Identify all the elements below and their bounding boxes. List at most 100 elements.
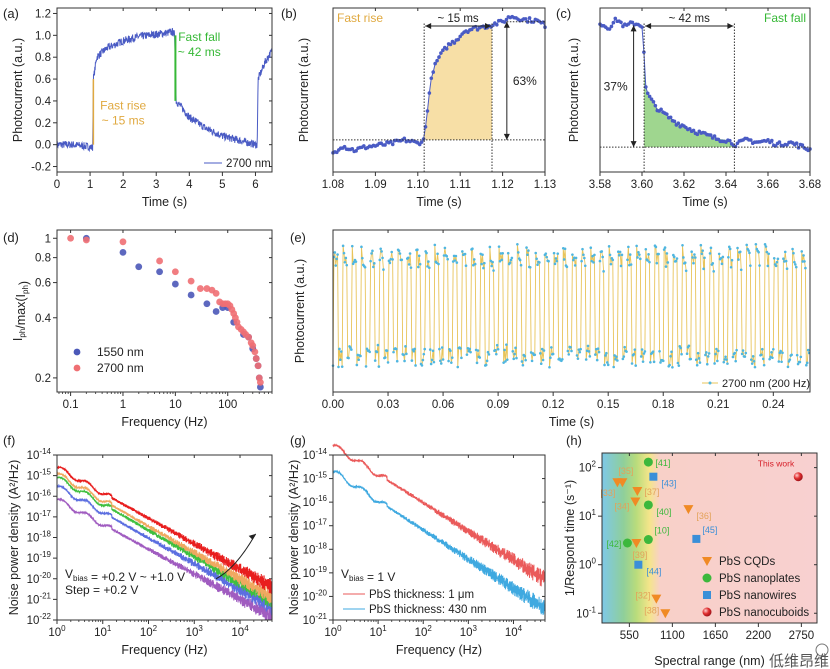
panel-label: (h) <box>566 433 582 448</box>
x-axis-title: Frequency (Hz) <box>121 643 207 657</box>
data-point <box>793 260 796 264</box>
data-point <box>631 539 642 549</box>
panel-f: (f) 100 101 102 103 104 10-14 10-15 10-16 10-17 10… <box>3 433 273 657</box>
data-point <box>502 361 505 364</box>
data-point <box>510 256 514 260</box>
data-point <box>761 347 764 351</box>
plot-frame <box>56 454 273 621</box>
y-tick-label: 0.2 <box>35 118 51 130</box>
data-point <box>738 250 742 254</box>
y-axis-title: Iph/max(Iph) <box>11 281 31 341</box>
x-tick-label: 1.10 <box>407 179 429 191</box>
data-point-1550nm <box>119 248 127 256</box>
reference-label: [35] <box>618 466 633 476</box>
data-point <box>335 150 339 155</box>
y-tick-label: 10-19 <box>27 550 52 565</box>
x-tick-label: 1.12 <box>491 179 513 191</box>
y-tick-label: 10-1 <box>576 605 596 620</box>
data-point <box>570 349 573 353</box>
y-axis-title: 1/Respond time (s⁻¹) <box>563 480 577 596</box>
bias-annotation: Step = +0.2 V <box>65 583 138 597</box>
data-point <box>456 365 460 369</box>
data-point <box>347 356 350 360</box>
legend-marker <box>702 557 712 566</box>
y-tick-label: 10-19 <box>303 565 328 580</box>
data-point <box>426 265 429 268</box>
data-point <box>606 363 610 367</box>
data-point <box>372 262 376 265</box>
data-point <box>428 266 431 270</box>
panel-d: (d) 0.1 1 10 100 0.2 0.4 0.6 0.8 1 Frequency (Hz) I… <box>3 229 273 429</box>
data-point <box>737 258 740 261</box>
data-point <box>753 365 757 369</box>
data-point <box>389 139 393 144</box>
data-point <box>643 457 653 467</box>
data-point <box>801 260 804 263</box>
data-point <box>539 362 543 366</box>
reference-label: [38] <box>644 605 659 615</box>
panel-b: (b) 1.08 1.09 1.10 1.11 1.12 1.13 Time (s) Photo… <box>281 6 556 209</box>
y-tick-label: 0.0 <box>35 140 51 152</box>
data-point <box>341 244 345 248</box>
data-point <box>398 252 402 255</box>
data-point <box>485 359 489 363</box>
data-point <box>403 359 406 363</box>
y-tick-label: 1.0 <box>35 30 51 42</box>
data-point <box>422 352 426 356</box>
x-tick-label: 0 <box>54 179 60 191</box>
data-point <box>430 358 434 362</box>
data-point <box>439 359 442 363</box>
data-point <box>795 353 799 357</box>
data-point <box>562 258 566 261</box>
data-point <box>749 138 753 142</box>
data-point <box>640 25 644 29</box>
data-point <box>794 141 799 145</box>
data-point <box>340 365 344 368</box>
annotation-text: ~ 15 ms <box>102 114 145 128</box>
panel-heading: Fast fall <box>764 11 806 25</box>
data-point <box>770 350 773 354</box>
data-point <box>604 354 607 357</box>
data-point <box>777 140 782 144</box>
data-point <box>427 260 430 263</box>
data-point <box>534 251 538 255</box>
data-point <box>471 247 474 251</box>
data-point <box>361 256 364 260</box>
data-point <box>500 258 504 262</box>
bias-annotation: Vbias = +0.2 V ~ +1.0 V <box>65 567 185 584</box>
data-point <box>634 560 643 569</box>
data-point <box>736 246 739 250</box>
x-tick-label: 10 <box>169 399 182 411</box>
data-point <box>734 359 737 363</box>
panel-label: (g) <box>290 433 306 448</box>
data-point <box>601 255 604 259</box>
panel-heading: Fast rise <box>337 11 383 25</box>
data-point <box>794 263 797 266</box>
data-point <box>670 350 673 354</box>
data-point <box>653 103 658 108</box>
data-point <box>547 259 550 263</box>
data-point <box>576 357 580 360</box>
data-point <box>687 344 691 348</box>
y-tick-label: 10-15 <box>27 468 52 483</box>
data-point <box>524 358 527 362</box>
data-point <box>735 348 738 352</box>
data-point <box>584 358 588 361</box>
noise-spectrum-line <box>56 475 273 609</box>
span-label: ~ 42 ms <box>669 13 710 25</box>
y-tick-label: 0.4 <box>35 96 52 108</box>
data-point <box>583 264 587 268</box>
data-point <box>473 24 478 29</box>
data-point <box>609 262 613 266</box>
data-point <box>805 361 809 365</box>
data-point <box>509 258 513 262</box>
reference-label: [40] <box>656 507 671 517</box>
data-point <box>569 345 572 349</box>
data-point <box>516 243 519 246</box>
data-point <box>674 259 678 263</box>
data-point <box>661 359 665 363</box>
x-tick-label: 3.66 <box>757 179 779 191</box>
watermark: 低维昂维 <box>769 653 829 669</box>
data-point <box>775 260 779 264</box>
data-point <box>503 348 506 352</box>
